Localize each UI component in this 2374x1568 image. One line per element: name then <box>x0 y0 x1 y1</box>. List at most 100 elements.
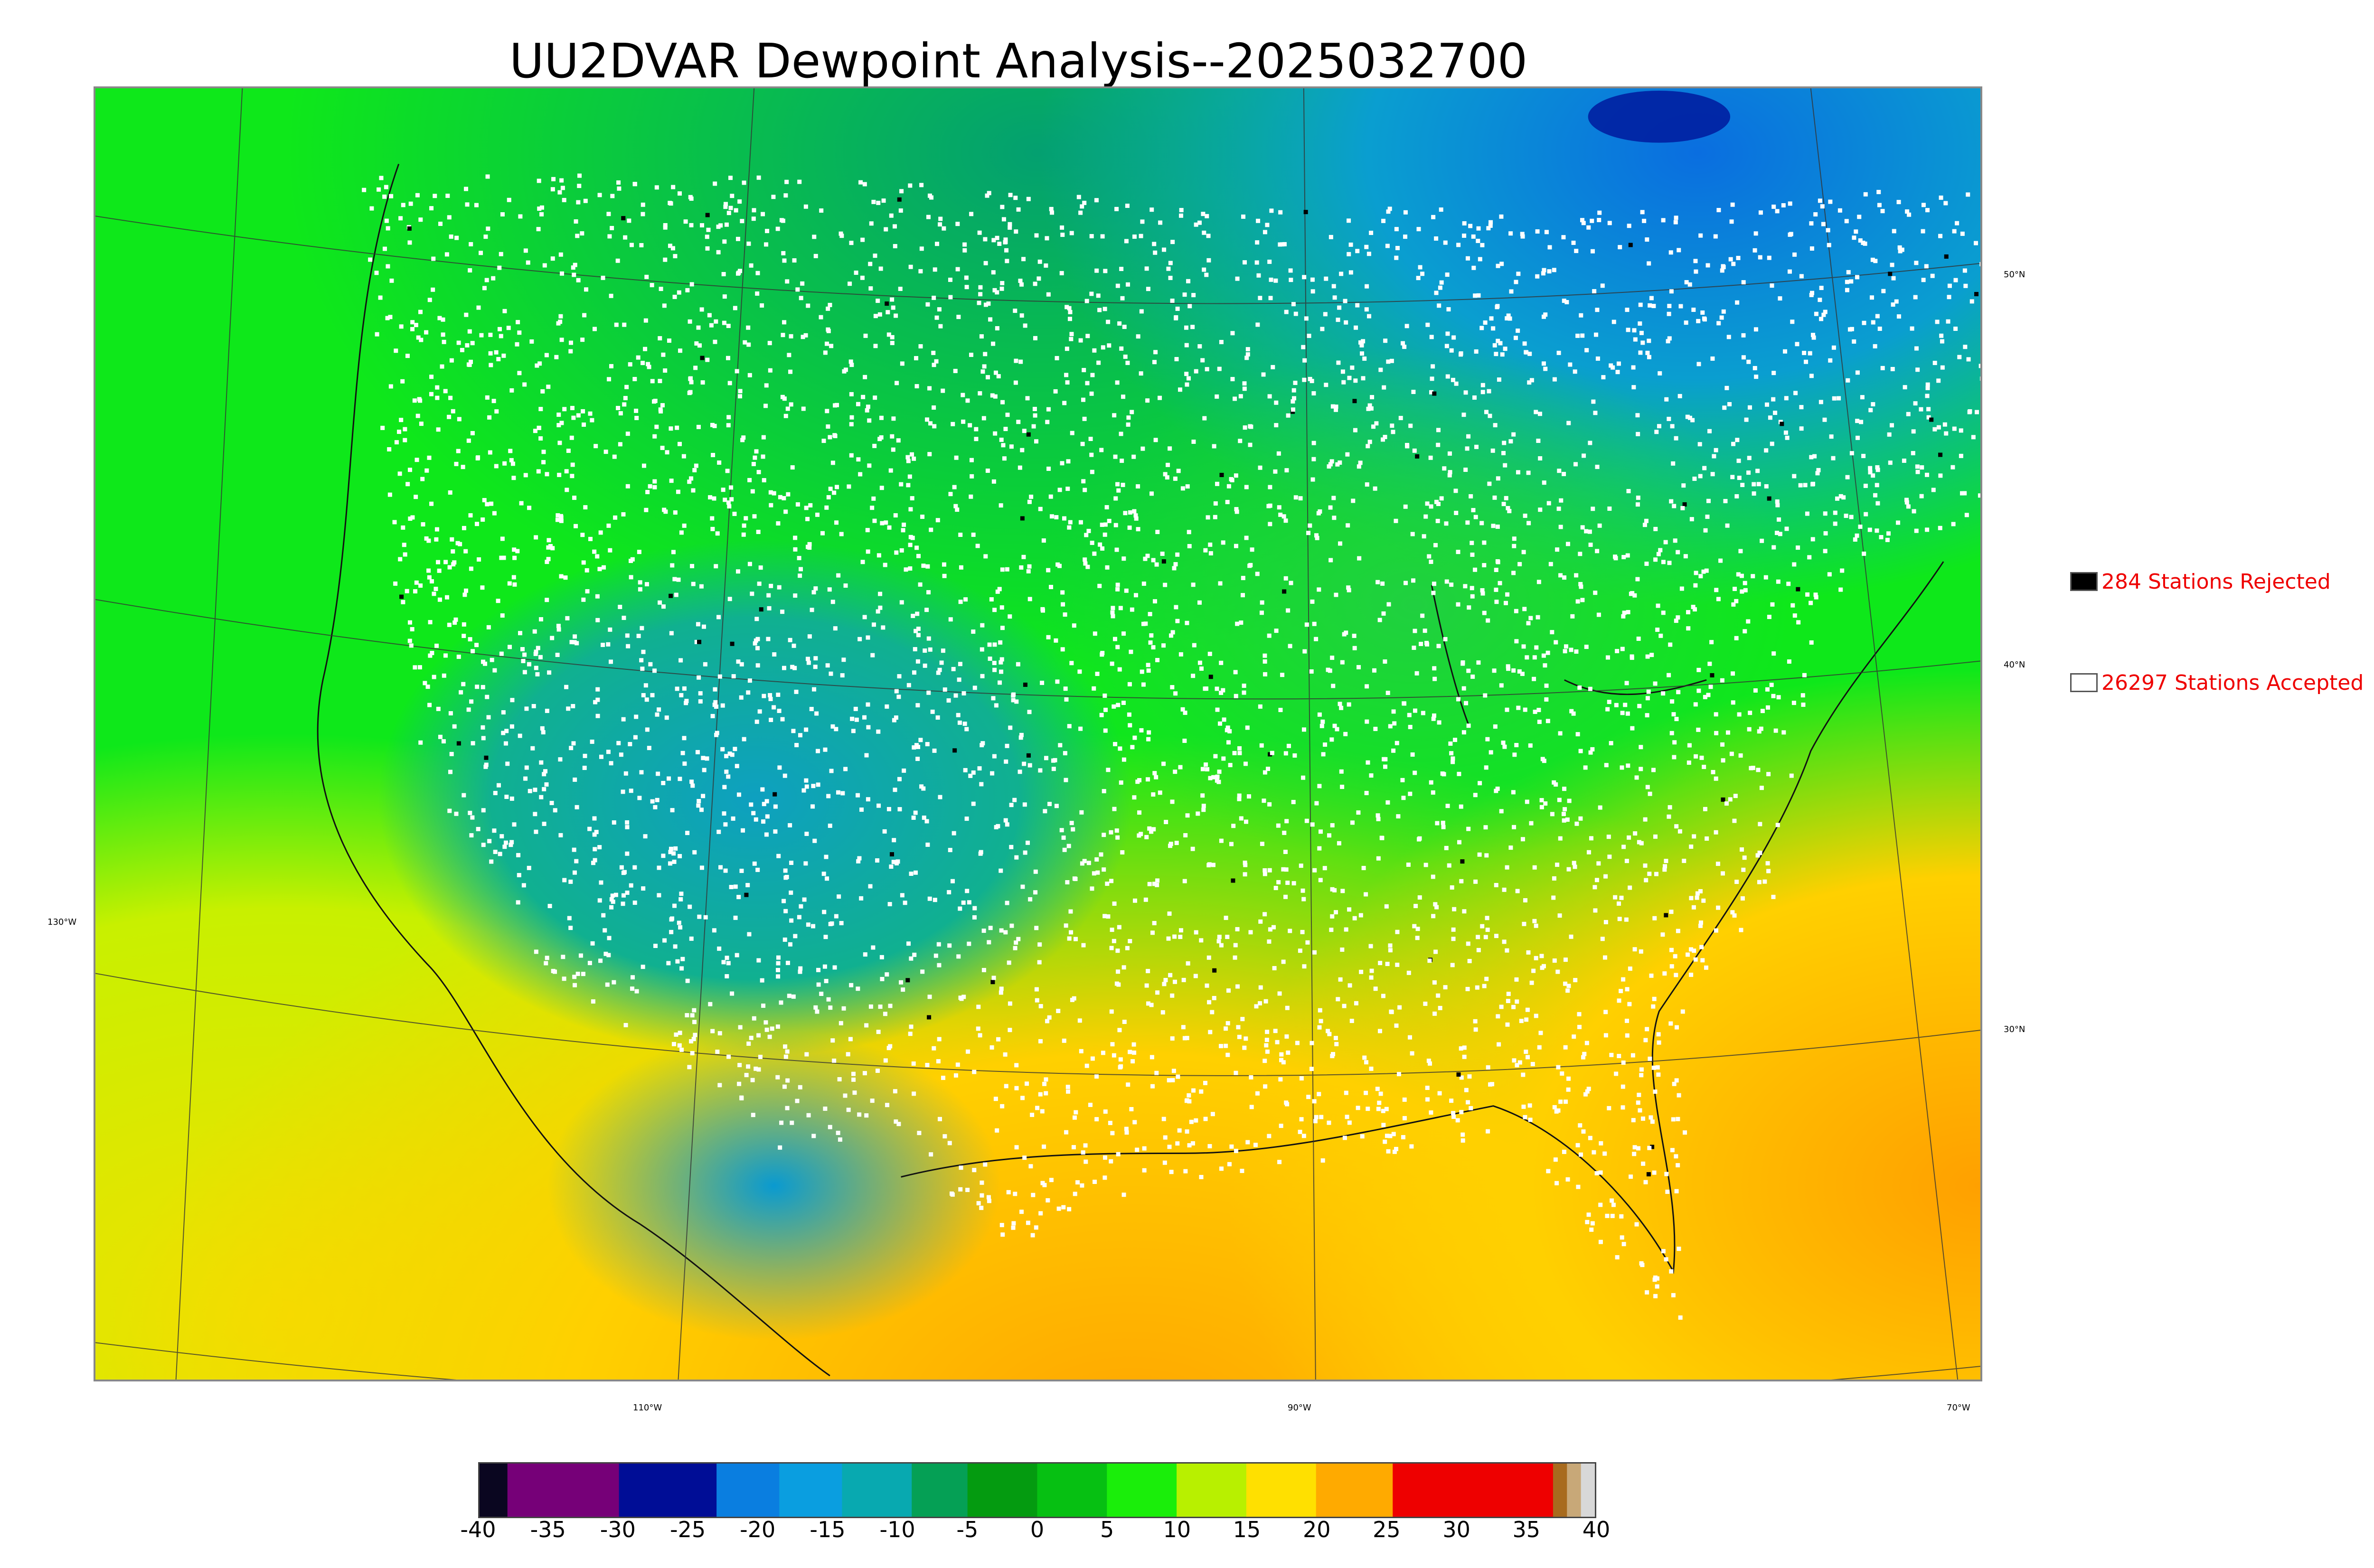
station-accepted-marker <box>862 1071 867 1076</box>
station-accepted-marker <box>1308 523 1312 528</box>
station-accepted-marker <box>1653 1294 1658 1298</box>
station-accepted-marker <box>849 453 854 458</box>
station-accepted-marker <box>464 187 469 191</box>
station-accepted-marker <box>1110 928 1114 932</box>
station-accepted-marker <box>606 953 611 958</box>
station-accepted-marker <box>936 670 941 675</box>
station-accepted-marker <box>810 804 815 809</box>
station-accepted-marker <box>625 820 630 825</box>
station-accepted-marker <box>1483 693 1488 698</box>
station-accepted-marker <box>1653 1275 1658 1280</box>
station-accepted-marker <box>1466 941 1470 946</box>
station-accepted-marker <box>1080 1183 1084 1188</box>
station-accepted-marker <box>942 573 947 578</box>
station-accepted-marker <box>1064 373 1069 377</box>
station-accepted-marker <box>1107 518 1112 523</box>
station-accepted-marker <box>1184 325 1188 330</box>
station-accepted-marker <box>1454 381 1459 386</box>
station-accepted-marker <box>1230 331 1235 336</box>
station-accepted-marker <box>468 637 472 642</box>
station-accepted-marker <box>888 468 893 473</box>
station-accepted-marker <box>1752 491 1756 496</box>
station-accepted-marker <box>985 193 989 198</box>
station-accepted-marker <box>1462 221 1467 225</box>
station-accepted-marker <box>1367 403 1372 408</box>
station-accepted-marker <box>758 1054 763 1059</box>
station-accepted-marker <box>1607 507 1612 511</box>
station-accepted-marker <box>872 622 876 627</box>
station-accepted-marker <box>622 322 627 327</box>
station-accepted-marker <box>1301 727 1306 732</box>
station-accepted-marker <box>769 503 773 507</box>
station-accepted-marker <box>756 1067 761 1072</box>
station-accepted-marker <box>820 531 825 535</box>
station-accepted-marker <box>1200 793 1205 798</box>
station-accepted-marker <box>1217 770 1222 774</box>
station-accepted-marker <box>1269 277 1273 282</box>
station-accepted-marker <box>625 432 630 436</box>
station-accepted-marker <box>980 743 984 748</box>
station-accepted-marker <box>692 468 697 472</box>
station-accepted-marker <box>1168 842 1173 846</box>
station-accepted-marker <box>767 606 772 610</box>
station-accepted-marker <box>957 720 962 725</box>
station-accepted-marker <box>612 820 616 825</box>
station-accepted-marker <box>747 678 752 683</box>
station-accepted-marker <box>1369 406 1374 411</box>
station-accepted-marker <box>1233 955 1237 960</box>
station-accepted-marker <box>1025 396 1030 401</box>
station-accepted-marker <box>773 804 778 809</box>
station-accepted-marker <box>479 251 483 255</box>
station-accepted-marker <box>436 427 441 432</box>
station-accepted-marker <box>1620 1084 1625 1089</box>
station-accepted-marker <box>1146 287 1150 291</box>
station-accepted-marker <box>1667 304 1672 309</box>
station-accepted-marker <box>1609 1052 1614 1057</box>
station-accepted-marker <box>717 674 722 679</box>
station-accepted-marker <box>450 537 454 542</box>
station-accepted-marker <box>419 338 424 342</box>
station-accepted-marker <box>1061 1205 1066 1210</box>
station-accepted-marker <box>928 647 933 652</box>
station-accepted-marker <box>779 1000 783 1005</box>
station-rejected-marker <box>1026 432 1031 437</box>
station-accepted-marker <box>1891 276 1896 281</box>
station-accepted-marker <box>1676 615 1680 620</box>
station-accepted-marker <box>978 391 982 395</box>
station-accepted-marker <box>783 413 788 418</box>
station-accepted-marker <box>1050 210 1055 215</box>
station-accepted-marker <box>1168 275 1173 280</box>
station-accepted-marker <box>1757 880 1762 884</box>
station-accepted-marker <box>607 936 612 940</box>
station-accepted-marker <box>1645 350 1650 355</box>
station-accepted-marker <box>1491 326 1496 331</box>
station-accepted-marker <box>1391 748 1396 753</box>
station-accepted-marker <box>689 1039 694 1043</box>
station-accepted-marker <box>821 439 826 443</box>
station-accepted-marker <box>1219 690 1224 695</box>
station-accepted-marker <box>1632 328 1637 333</box>
station-accepted-marker <box>892 718 896 723</box>
station-accepted-marker <box>783 868 788 873</box>
station-accepted-marker <box>1105 565 1110 570</box>
station-accepted-marker <box>1846 270 1851 274</box>
station-accepted-marker <box>1873 259 1878 263</box>
station-accepted-marker <box>1120 850 1125 854</box>
station-accepted-marker <box>418 217 423 222</box>
station-accepted-marker <box>1439 280 1444 285</box>
station-accepted-marker <box>1019 282 1024 287</box>
station-accepted-marker <box>977 230 982 235</box>
station-accepted-marker <box>557 472 562 477</box>
station-accepted-marker <box>961 691 966 695</box>
station-accepted-marker <box>1827 243 1831 247</box>
station-accepted-marker <box>889 864 894 869</box>
station-accepted-marker <box>1244 356 1249 360</box>
station-accepted-marker <box>534 949 538 954</box>
station-accepted-marker <box>827 587 832 592</box>
station-accepted-marker <box>824 854 829 859</box>
station-accepted-marker <box>1487 389 1491 394</box>
station-accepted-marker <box>516 320 520 325</box>
station-accepted-marker <box>937 667 942 672</box>
station-accepted-marker <box>1069 821 1074 826</box>
station-accepted-marker <box>959 565 963 570</box>
